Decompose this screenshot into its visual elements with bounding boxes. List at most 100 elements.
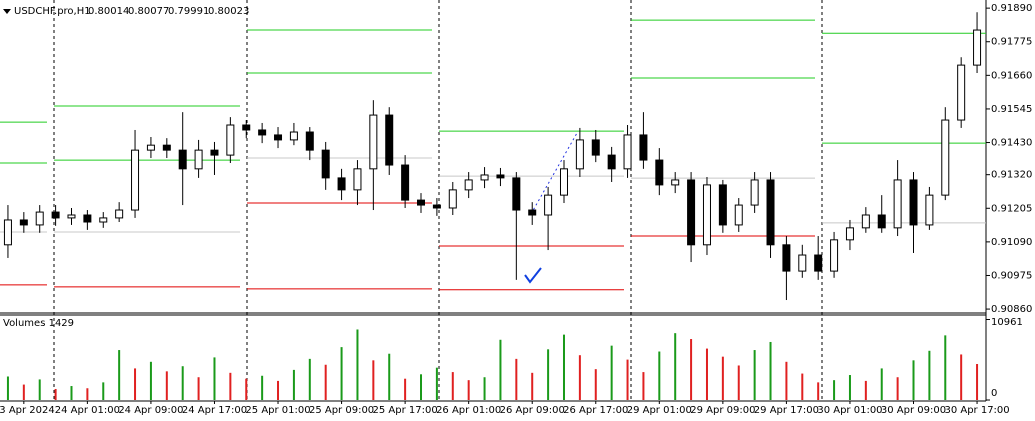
candle-body — [512, 177, 521, 211]
volume-bar — [610, 345, 613, 400]
candle-body — [750, 179, 759, 206]
candle-body — [115, 209, 124, 219]
candle-body — [178, 149, 187, 170]
quote-close: 0.80023 — [208, 6, 249, 17]
x-tick-label: 26 Apr 09:00 — [500, 405, 565, 416]
trend-line — [530, 132, 578, 215]
candle-body — [559, 168, 568, 196]
candle-body — [242, 124, 251, 131]
volume-bar — [54, 388, 57, 400]
volume-bar — [292, 369, 295, 400]
candle-body — [575, 139, 584, 170]
x-tick-label: 24 Apr 09:00 — [118, 405, 183, 416]
y-tick-label: 0 — [991, 388, 997, 399]
volume-bar — [515, 358, 518, 400]
candle-body — [417, 199, 426, 206]
candle-body — [544, 194, 553, 216]
candle-body — [274, 134, 283, 141]
y-tick-label: 0.91205 — [991, 203, 1032, 214]
candle-body — [146, 144, 155, 151]
x-tick-label: 29 Apr 01:00 — [627, 405, 692, 416]
day-separators — [53, 0, 823, 401]
candle-body — [687, 179, 696, 246]
volume-bar — [102, 382, 105, 400]
x-tick-label: 29 Apr 09:00 — [690, 405, 755, 416]
candle-body — [655, 159, 664, 186]
candle-body — [861, 214, 870, 229]
candle-body — [162, 144, 171, 151]
volume-bar — [372, 360, 375, 400]
volume-bar — [149, 361, 152, 400]
candle-body — [814, 254, 823, 272]
volume-bar — [642, 372, 645, 400]
candle-body — [385, 114, 394, 166]
candle-body — [131, 149, 140, 211]
volume-bar — [944, 335, 947, 400]
x-tick-label: 25 Apr 09:00 — [309, 405, 374, 416]
volume-bar — [165, 371, 168, 400]
y-tick-label: 0.91545 — [991, 104, 1032, 115]
volume-bar — [912, 360, 915, 400]
candle-body — [973, 29, 982, 66]
candle-body — [258, 129, 267, 136]
volume-bar — [197, 377, 200, 400]
volume-bar — [86, 388, 89, 400]
candle-body — [35, 211, 44, 226]
volume-bar — [118, 350, 121, 400]
volume-bar — [690, 339, 693, 400]
volume-label: Volumes 1429 — [3, 318, 74, 329]
candle-body — [734, 204, 743, 226]
candle-body — [480, 174, 489, 181]
x-tick-label: 30 Apr 17:00 — [944, 405, 1009, 416]
volume-bar — [578, 355, 581, 400]
candle-body — [798, 254, 807, 272]
volume-bar — [864, 380, 867, 400]
volume-bar — [499, 339, 502, 400]
volume-bar — [547, 349, 550, 400]
candle-body — [67, 214, 76, 219]
candle-body — [401, 164, 410, 201]
volume-bar — [356, 329, 359, 400]
candle-body — [877, 214, 886, 229]
volume-bar — [737, 365, 740, 400]
candle-body — [210, 149, 219, 156]
x-tick-label: 26 Apr 17:00 — [563, 405, 628, 416]
x-tick-label: 30 Apr 01:00 — [817, 405, 882, 416]
candle-body — [702, 184, 711, 246]
x-tick-label: 25 Apr 17:00 — [373, 405, 438, 416]
x-tick-label: 25 Apr 01:00 — [245, 405, 310, 416]
volume-bar — [245, 378, 248, 400]
volume-bar — [880, 368, 883, 400]
volume-bar — [467, 380, 470, 400]
volume-bar — [261, 375, 264, 400]
volume-bar — [721, 356, 724, 400]
candle-body — [353, 168, 362, 191]
x-tick-label: 26 Apr 01:00 — [436, 405, 501, 416]
candle-body — [941, 119, 950, 196]
volume-bar — [531, 372, 534, 400]
volume-bar — [229, 372, 232, 400]
symbol: USDCHF.pro,H1 — [14, 6, 91, 17]
volume-bar — [277, 380, 280, 400]
volume-bar — [817, 382, 820, 400]
menu-arrow — [3, 9, 11, 14]
volume-bar — [753, 350, 756, 400]
volume-bar — [801, 373, 804, 400]
volume-bar — [562, 334, 565, 400]
candle-body — [496, 174, 505, 179]
candle-body — [99, 217, 108, 223]
volume-bar — [928, 350, 931, 400]
candle-body — [766, 179, 775, 246]
candle-body — [671, 179, 680, 186]
candle-body — [845, 227, 854, 241]
candle-body — [289, 131, 298, 141]
candle-body — [194, 149, 203, 170]
x-tick-label: 24 Apr 01:00 — [55, 405, 120, 416]
quote-open: 0.80014 — [88, 6, 129, 17]
candle-body — [3, 219, 12, 246]
volume-bar — [594, 369, 597, 400]
volume-bar — [626, 359, 629, 400]
candle-body — [623, 134, 632, 170]
